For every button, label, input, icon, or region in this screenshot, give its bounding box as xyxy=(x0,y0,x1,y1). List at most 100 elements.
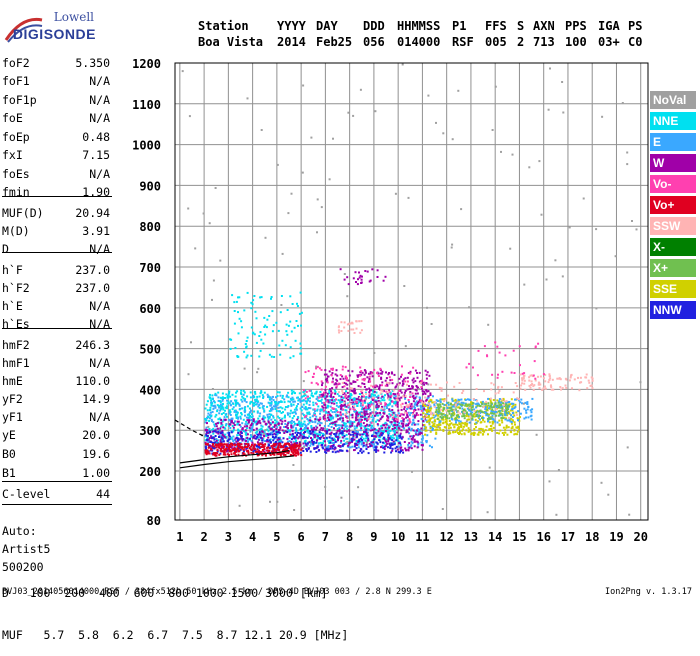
y-tick-label: 500 xyxy=(139,343,161,357)
x-tick-label: 13 xyxy=(464,530,478,544)
param-row: M(D) 3.91 xyxy=(2,224,110,240)
x-tick-label: 3 xyxy=(225,530,232,544)
param-row: B1 1.00 xyxy=(2,466,110,482)
header-value-3: 056 xyxy=(363,35,385,49)
y-tick-label: 900 xyxy=(139,179,161,193)
header-label-8: AXN xyxy=(533,19,555,33)
trace-dashed xyxy=(174,419,205,437)
ionogram-plot: 1 2 3 4 5 6 7 8 9 10 11 12 13 14 15 16 17 18 19 20802003004… xyxy=(132,57,649,544)
x-tick-label: 19 xyxy=(609,530,623,544)
param-label: hmF1 xyxy=(2,356,30,370)
muf-value: 20.9 xyxy=(272,628,307,642)
x-tick-label: 14 xyxy=(488,530,502,544)
param-label: yE xyxy=(2,428,16,442)
param-separator xyxy=(2,252,112,253)
param-value: N/A xyxy=(89,317,110,331)
param-value: 3.91 xyxy=(82,224,110,238)
param-value: 7.15 xyxy=(82,148,110,162)
legend-entry-nnw: NNW xyxy=(650,301,696,319)
param-label: foE xyxy=(2,111,23,125)
param-row: hmF2 246.3 xyxy=(2,338,110,354)
file-info-footer: BVJ03_2014056014000.RSF / 384fx512h 50 k… xyxy=(2,587,432,597)
param-value: N/A xyxy=(89,111,110,125)
param-value: N/A xyxy=(89,167,110,181)
param-value: 20.0 xyxy=(82,428,110,442)
echo-cluster-noval xyxy=(181,63,642,516)
header-label-6: FFS xyxy=(485,19,507,33)
autoscaling-line: Artist5 xyxy=(2,542,51,556)
echo-cluster-vo xyxy=(204,442,303,457)
param-row: h`E N/A xyxy=(2,299,110,315)
param-row: h`Es N/A xyxy=(2,317,110,333)
param-label: h`F xyxy=(2,263,23,277)
header-value-2: Feb25 xyxy=(316,35,353,49)
autoscaling-line: Auto: xyxy=(2,524,37,538)
y-tick-label: 1100 xyxy=(132,98,161,112)
param-label: MUF(D) xyxy=(2,206,44,220)
x-tick-label: 18 xyxy=(585,530,599,544)
legend-entry-w: W xyxy=(650,154,696,172)
x-tick-label: 16 xyxy=(536,530,550,544)
y-tick-label: 200 xyxy=(139,465,161,479)
distance-value: 3000 xyxy=(258,586,293,600)
muf-value: 6.7 xyxy=(133,628,169,642)
param-value: 237.0 xyxy=(75,263,110,277)
param-label: fmin xyxy=(2,185,30,199)
header-label-11: PS xyxy=(628,19,643,33)
distance-values: 100 200 400 600 800 1000 1500 3000 xyxy=(9,586,293,600)
x-tick-label: 20 xyxy=(633,530,647,544)
param-value: 19.6 xyxy=(82,447,110,461)
param-label: D xyxy=(2,242,9,256)
legend-entry-e: E xyxy=(650,133,696,151)
autoscaling-line: 500200 xyxy=(2,560,44,574)
x-tick-label: 7 xyxy=(322,530,329,544)
echo-cluster-w xyxy=(339,268,387,286)
param-value: 246.3 xyxy=(75,338,110,352)
param-label: hmF2 xyxy=(2,338,30,352)
param-row: B0 19.6 xyxy=(2,447,110,463)
y-tick-label: 300 xyxy=(139,424,161,438)
header-label-2: DAY xyxy=(316,19,338,33)
param-row: foEs N/A xyxy=(2,167,110,183)
x-tick-label: 9 xyxy=(370,530,377,544)
param-value: N/A xyxy=(89,74,110,88)
y-tick-label: 80 xyxy=(147,514,161,528)
distance-row: D 100 200 400 600 800 1000 1500 3000 [km… xyxy=(2,586,348,600)
echo-cluster-vo xyxy=(465,341,545,380)
param-label: h`Es xyxy=(2,317,30,331)
param-label: fxI xyxy=(2,148,23,162)
muf-value: 12.1 xyxy=(237,628,273,642)
header-value-9: 100 xyxy=(565,35,587,49)
x-tick-label: 1 xyxy=(176,530,183,544)
header-value-10: 03+ xyxy=(598,35,620,49)
legend-entry-x: X- xyxy=(650,238,696,256)
echo-cluster-ssw xyxy=(338,381,520,420)
muf-label: MUF xyxy=(2,628,23,642)
header-value-5: RSF xyxy=(452,35,474,49)
legend-entry-ssw: SSW xyxy=(650,217,696,235)
param-row: fxI 7.15 xyxy=(2,148,110,164)
logo-digisonde: DIGISONDE xyxy=(12,26,96,42)
y-tick-label: 800 xyxy=(139,220,161,234)
header-label-0: Station xyxy=(198,19,249,33)
trace-extraordinary xyxy=(179,455,294,469)
param-value: N/A xyxy=(89,356,110,370)
param-row: hmE 110.0 xyxy=(2,374,110,390)
x-tick-label: 8 xyxy=(346,530,353,544)
param-value: 5.350 xyxy=(75,56,110,70)
plot-frame xyxy=(174,62,649,521)
digisonde-logo: Lowell DIGISONDE xyxy=(4,8,100,48)
param-separator xyxy=(2,504,112,505)
distance-value: 600 xyxy=(119,586,155,600)
param-row: yF2 14.9 xyxy=(2,392,110,408)
header-value-7: 2 xyxy=(517,35,525,49)
x-tick-label: 2 xyxy=(200,530,207,544)
legend-entry-vo: Vo- xyxy=(650,175,696,193)
x-tick-label: 17 xyxy=(561,530,575,544)
distance-muf-table: D 100 200 400 600 800 1000 1500 3000 [km… xyxy=(2,558,348,656)
muf-value: 6.2 xyxy=(98,628,134,642)
muf-value: 5.8 xyxy=(64,628,99,642)
echo-cluster-x xyxy=(434,401,510,420)
header-value-4: 014000 xyxy=(397,35,441,49)
trace-ordinary xyxy=(179,450,290,464)
